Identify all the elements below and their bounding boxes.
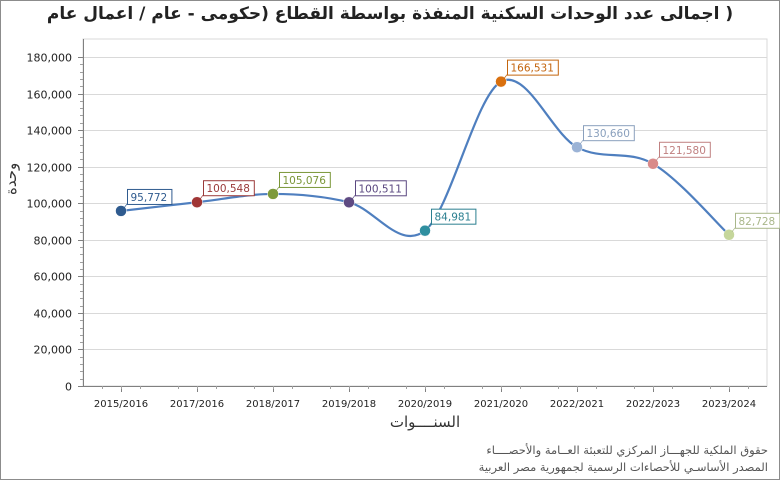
data-label-box: [431, 208, 477, 225]
x-tick-label: 2021/2020: [474, 399, 528, 410]
y-tick-label: 40,000: [34, 308, 73, 321]
chart-title: ( اجمالى عدد الوحدات السكنية المنفذة بوا…: [46, 4, 734, 24]
footer-line-1: حقوق الملكية للجهـــاز المركزي للتعبئة ا…: [486, 443, 768, 457]
y-tick-label: 80,000: [34, 235, 73, 248]
data-line: [120, 78, 730, 238]
data-point-marker[interactable]: [267, 188, 279, 200]
x-tick-label: 2019/2018: [322, 399, 376, 410]
data-label-box: [279, 171, 331, 188]
data-point-marker[interactable]: [647, 158, 659, 170]
x-tick-label: 2015/2016: [94, 399, 148, 410]
data-label-box: [507, 59, 559, 76]
data-label: 130,660: [587, 128, 630, 140]
data-label-box: [203, 180, 255, 197]
data-point-marker[interactable]: [115, 205, 127, 217]
y-tick-label: 180,000: [27, 52, 73, 65]
x-tick-label: 2023/2024: [702, 399, 756, 410]
data-point-marker[interactable]: [191, 196, 203, 208]
y-tick-label: 20,000: [34, 344, 73, 357]
x-tick-label: 2020/2019: [398, 399, 452, 410]
data-label: 121,580: [663, 145, 706, 157]
y-tick-label: 0: [65, 381, 72, 394]
data-point-marker[interactable]: [343, 196, 355, 209]
x-tick-label: 2017/2016: [170, 399, 224, 410]
plot-area: [82, 38, 768, 387]
y-tick-label: 60,000: [34, 271, 73, 284]
data-label-box: [127, 188, 173, 205]
data-point-marker[interactable]: [571, 141, 583, 153]
data-label: 95,772: [131, 192, 168, 204]
data-point-marker[interactable]: [723, 229, 735, 241]
y-tick-label: 120,000: [27, 162, 73, 175]
data-label: 100,548: [207, 183, 250, 195]
x-tick-label: 2022/2021: [550, 399, 604, 410]
data-label-box: [659, 141, 711, 158]
y-tick-label: 100,000: [27, 198, 73, 211]
y-tick-label: 140,000: [27, 125, 73, 138]
data-label: 166,531: [511, 63, 554, 75]
x-tick-label: 2022/2023: [626, 399, 680, 410]
footer-line-2: المصدر الأساسـي للأحصاءات الرسمية لجمهور…: [478, 460, 768, 474]
data-label-box: [583, 125, 635, 142]
data-label: 105,076: [283, 175, 327, 187]
data-label: 100,511: [359, 183, 402, 195]
x-tick-label: 2018/2017: [246, 399, 300, 410]
data-label: 82,728: [739, 216, 776, 228]
y-axis-title: وحدة: [2, 162, 20, 195]
x-axis-title: السنــــوات: [389, 413, 461, 431]
footer-copyright: حقوق الملكية للجهـــاز المركزي للتعبئة ا…: [479, 442, 768, 476]
data-point-marker[interactable]: [419, 224, 431, 237]
data-label: 84,981: [435, 212, 472, 224]
data-label-box: [355, 180, 407, 197]
y-tick-label: 160,000: [27, 89, 73, 102]
data-point-marker[interactable]: [495, 75, 507, 88]
